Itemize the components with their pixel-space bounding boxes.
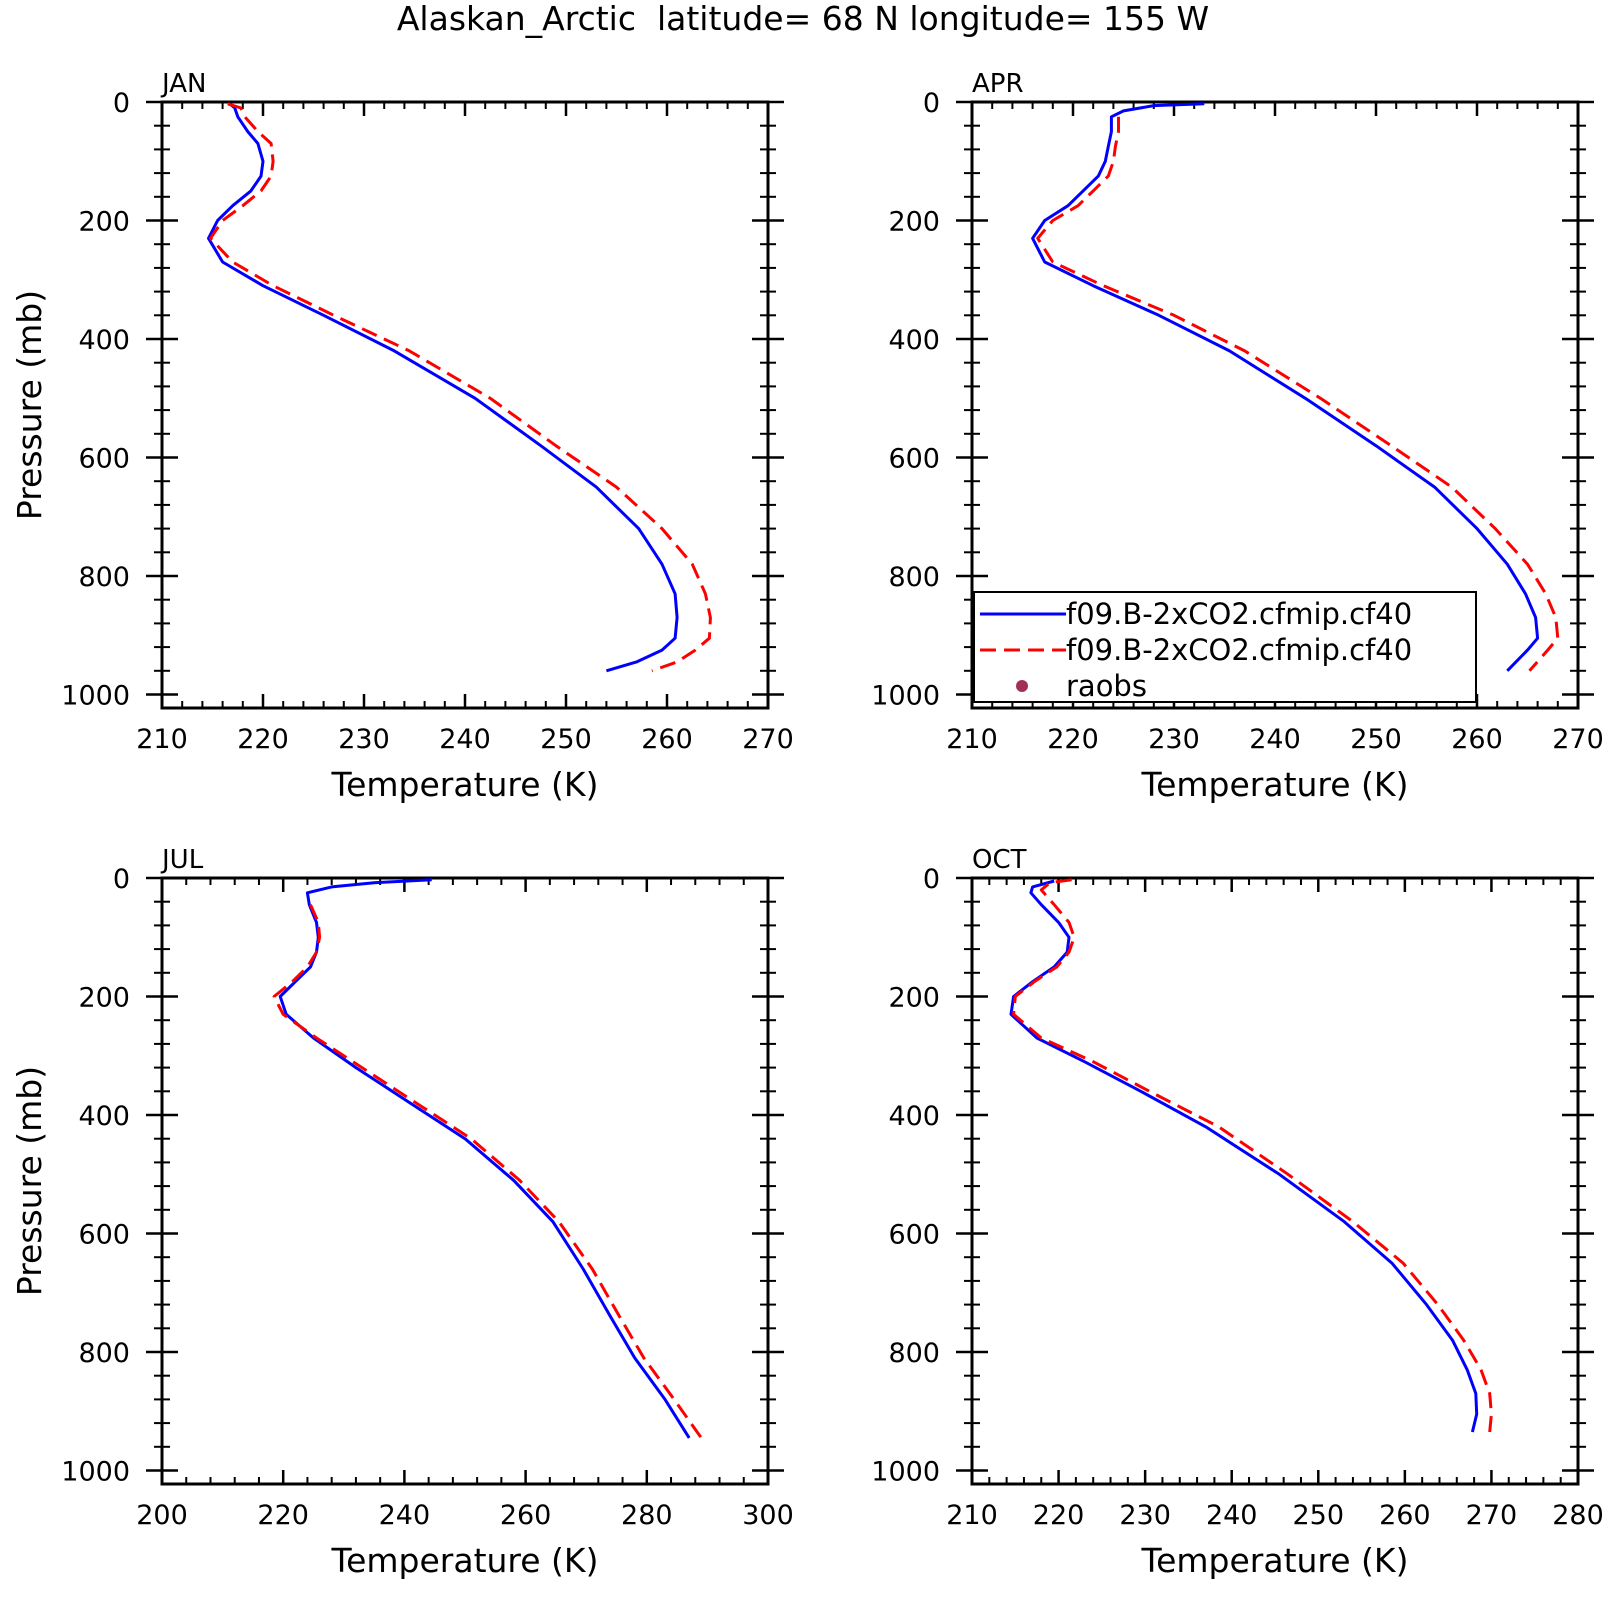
legend-box [973,591,1477,703]
y-tick-label: 400 [888,1101,940,1132]
x-tick-label: 260 [1451,724,1503,755]
y-tick-label: 0 [923,88,940,119]
legend-label: raobs [1066,669,1147,703]
series-line-solid [1031,102,1540,672]
x-tick-label: 240 [379,1500,431,1531]
x-axis-label: Temperature (K) [331,1541,599,1580]
figure-title-text: Alaskan_Arctic latitude= 68 N longitude=… [397,0,1209,38]
y-tick-label: 400 [78,1101,130,1132]
x-tick-label: 240 [1206,1500,1258,1531]
y-tick-label: 400 [78,325,130,356]
series-line-solid [1009,879,1479,1433]
y-tick-label: 600 [888,444,940,475]
x-axis-label: Temperature (K) [1141,1541,1409,1580]
y-tick-label: 1000 [61,1457,130,1488]
x-tick-label: 240 [439,724,491,755]
x-axis-label: Temperature (K) [1141,765,1409,804]
panel-oct: OCT 210 220 230 240 250 260 270 280 0 200 400 600 800… [871,845,1603,1580]
series-line-solid [207,102,679,673]
x-tick-label: 260 [500,1500,552,1531]
y-tick-label: 600 [888,1220,940,1251]
panels-group: JAN 210 220 230 240 250 260 270 0 200 400 600 800 100… [10,69,1604,1580]
panel-title: OCT [972,845,1027,875]
panel-title: APR [972,69,1024,99]
panel-title: JAN [160,69,206,99]
y-tick-label: 600 [78,1220,130,1251]
x-tick-label: 210 [946,724,998,755]
panel-apr: APR 210 220 230 240 250 260 270 0 200 400 600 800 100… [871,69,1603,804]
x-tick-label: 270 [1552,724,1604,755]
x-tick-label: 280 [1552,1500,1604,1531]
panel-title: JUL [160,845,204,875]
x-tick-label: 220 [1047,724,1099,755]
series-line-dashed [209,102,712,673]
x-tick-label: 250 [1293,1500,1345,1531]
legend-label: f09.B-2xCO2.cfmip.cf40 [1066,597,1412,631]
x-tick-label: 260 [641,724,693,755]
y-axis-label: Pressure (mb) [10,290,49,520]
y-tick-label: 800 [888,562,940,593]
y-tick-label: 200 [888,983,940,1014]
x-tick-label: 220 [237,724,289,755]
x-tick-label: 230 [1119,1500,1171,1531]
x-tick-label: 220 [1033,1500,1085,1531]
y-tick-label: 0 [113,88,130,119]
legend-marker [1016,680,1028,692]
legend-label: f09.B-2xCO2.cfmip.cf40 [1066,633,1412,667]
x-tick-label: 210 [946,1500,998,1531]
x-tick-label: 230 [1148,724,1200,755]
x-axis-label: Temperature (K) [331,765,599,804]
series-line-solid [278,878,691,1439]
legend: f09.B-2xCO2.cfmip.cf40f09.B-2xCO2.cfmip.… [973,591,1477,703]
series-line-dashed [1036,116,1560,672]
x-tick-label: 270 [742,724,794,755]
y-tick-label: 400 [888,325,940,356]
x-tick-label: 250 [1350,724,1402,755]
x-tick-label: 300 [742,1500,794,1531]
x-tick-label: 260 [1379,1500,1431,1531]
y-tick-label: 1000 [61,681,130,712]
y-tick-label: 200 [78,983,130,1014]
panel-jul: JUL 200 220 240 260 280 300 0 200 400 600 800 1000 Te… [10,845,794,1580]
x-tick-label: 270 [1466,1500,1518,1531]
x-tick-label: 250 [540,724,592,755]
y-axis-label: Pressure (mb) [10,1066,49,1296]
y-tick-label: 1000 [871,1457,940,1488]
y-tick-label: 200 [888,207,940,238]
y-tick-label: 600 [78,444,130,475]
y-tick-label: 800 [888,1338,940,1369]
y-tick-label: 1000 [871,681,940,712]
y-tick-label: 200 [78,207,130,238]
x-tick-label: 200 [136,1500,188,1531]
panel-jan: JAN 210 220 230 240 250 260 270 0 200 400 600 800 100… [10,69,794,804]
x-tick-label: 280 [621,1500,673,1531]
series-line-dashed [272,904,703,1439]
y-tick-label: 0 [113,864,130,895]
y-tick-label: 800 [78,562,130,593]
x-tick-label: 230 [338,724,390,755]
plot-frame [970,876,1580,1486]
x-tick-label: 220 [257,1500,309,1531]
x-tick-label: 210 [136,724,188,755]
x-tick-label: 240 [1249,724,1301,755]
plot-frame [160,876,770,1486]
y-tick-label: 0 [923,864,940,895]
y-tick-label: 800 [78,1338,130,1369]
